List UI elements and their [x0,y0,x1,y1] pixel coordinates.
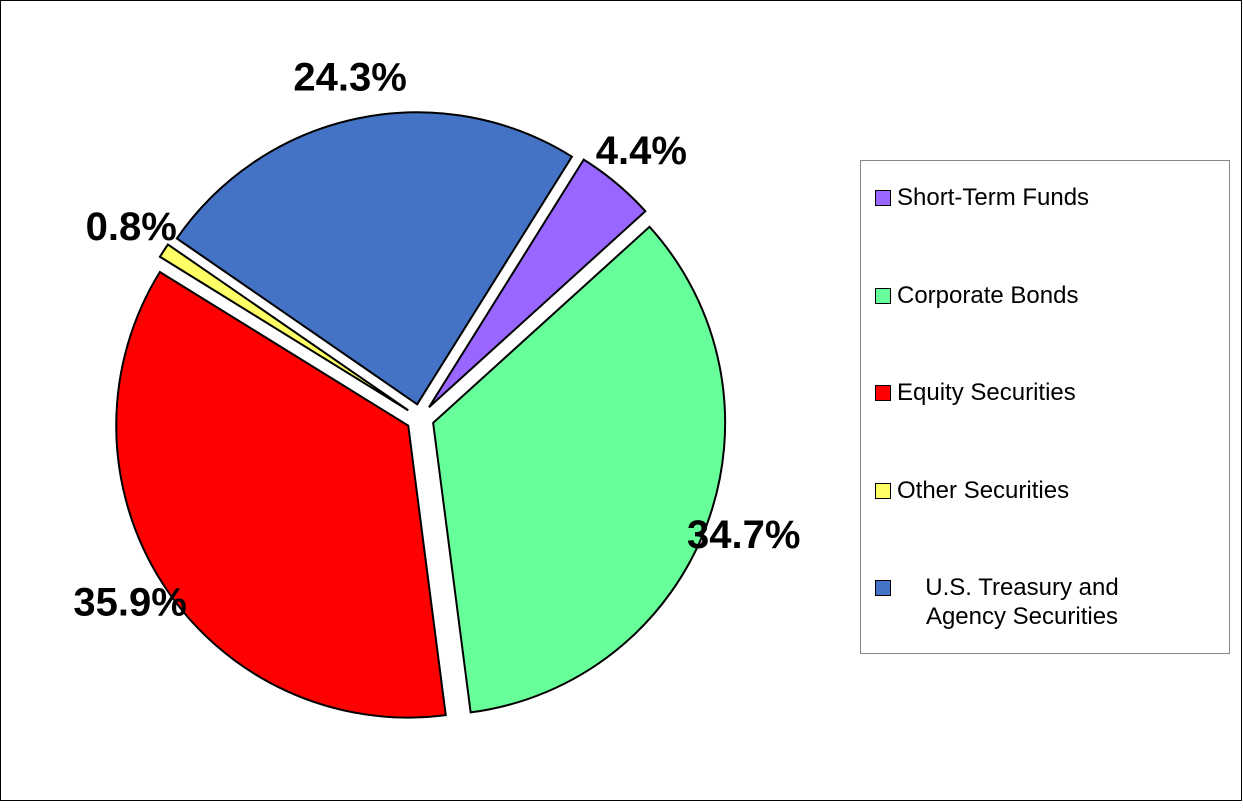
pie-slice [175,111,574,406]
data-label: 0.8% [86,205,177,249]
legend-item: Corporate Bonds [875,281,1215,310]
pie-slice [115,270,447,719]
pie-slice [432,225,727,714]
data-label: 35.9% [73,581,186,625]
data-label: 24.3% [293,56,406,100]
legend-item: Other Securities [875,476,1215,505]
legend-label: Short-Term Funds [897,184,1090,211]
legend-swatch [875,580,891,596]
legend: Short-Term Funds Corporate Bonds Equity Se… [860,160,1230,654]
legend-swatch [875,482,891,499]
legend-label: Equity Securities [897,379,1076,406]
legend-swatch [875,385,891,401]
data-label: 4.4% [596,129,687,173]
legend-label: Corporate Bonds [897,281,1079,309]
legend-item: U.S. Treasury and Agency Securities [875,573,1215,631]
data-label: 34.7% [687,513,800,557]
legend-item: Short-Term Funds [875,183,1215,212]
pie-slice [428,158,647,409]
legend-label: Other Securities [897,476,1070,504]
legend-item: Equity Securities [875,378,1215,407]
legend-swatch [875,287,891,304]
pie-slice [158,243,409,412]
legend-swatch [875,190,891,206]
legend-label: U.S. Treasury and Agency Securities [925,574,1119,630]
